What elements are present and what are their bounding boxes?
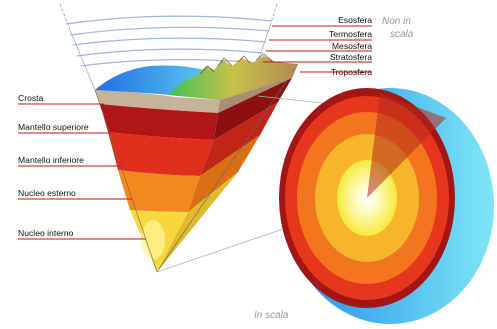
earth-sphere-cutaway [279,88,494,324]
upper-mantle-layer [100,104,218,140]
land-relief [168,56,298,100]
outer-core-layer [118,170,200,212]
label-crust: Crosta [18,93,44,103]
stratosphere-layer [76,48,264,57]
cone-dashed-left [59,3,71,31]
earth-wedge-cross-section [95,90,220,272]
cone-side-left [69,29,96,91]
note-not-to-scale-line1: Non in [382,16,411,27]
label-inner-core: Nucleo interno [18,228,74,238]
lower-mantle-layer [108,132,214,176]
label-stratosphere: Stratosfera [330,52,372,62]
mesosphere-layer [72,37,267,46]
exosphere-layer [65,15,273,25]
crust-layer [95,90,220,113]
atmosphere-labels: Esosfera Termosfera Mesosfera Stratosfer… [263,15,372,77]
sphere-wedge-cut [367,93,446,198]
label-lower-mantle: Mantello inferiore [18,155,84,165]
thermosphere-layer [69,26,270,36]
earth-surface-top [95,53,298,100]
label-exosphere: Esosfera [338,15,372,25]
atmosphere-layers [65,15,273,67]
label-mesosphere: Mesosfera [332,41,372,51]
cone-dashed-right [269,3,278,27]
mountain-ridges [199,53,273,75]
label-upper-mantle: Mantello superiore [18,122,89,132]
inner-core-glow [141,220,165,260]
note-not-to-scale-line2: scala [390,29,414,40]
interior-labels: Crosta Mantello superiore Mantello infer… [18,93,146,240]
note-to-scale: In scala [254,310,289,321]
label-thermosphere: Termosfera [329,29,372,39]
label-outer-core: Nucleo esterno [18,188,76,198]
earth-wedge-side-face [94,63,299,273]
